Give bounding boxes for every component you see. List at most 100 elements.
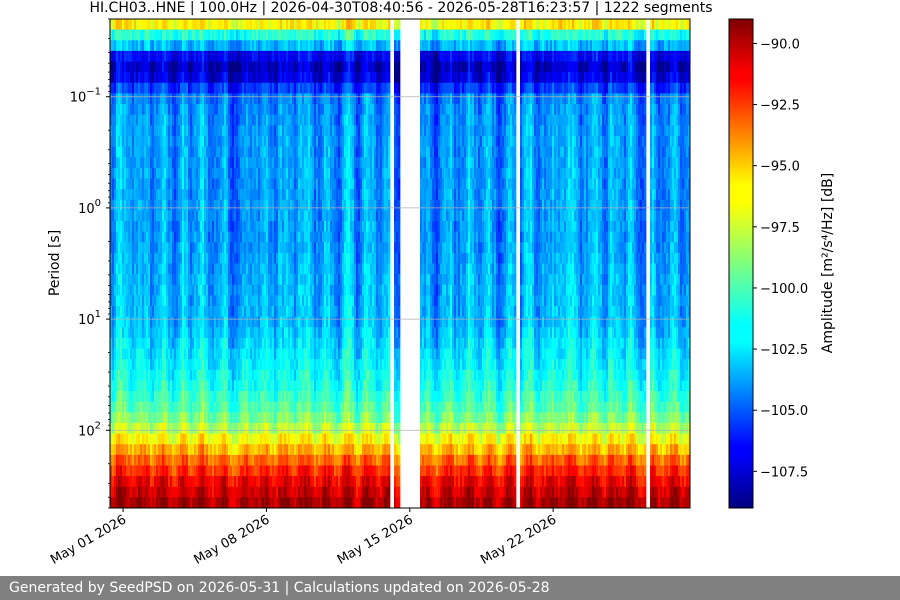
heatmap-cell xyxy=(200,391,203,403)
heatmap-cell xyxy=(232,50,235,62)
heatmap-cell xyxy=(184,135,187,147)
heatmap-cell xyxy=(260,50,263,62)
heatmap-cell xyxy=(150,61,153,73)
heatmap-cell xyxy=(218,252,221,264)
heatmap-cell xyxy=(244,135,247,147)
heatmap-cell xyxy=(272,114,275,126)
heatmap-cell xyxy=(318,252,321,264)
heatmap-cell xyxy=(306,359,309,371)
heatmap-cell xyxy=(312,465,315,477)
heatmap-cell xyxy=(206,178,209,190)
heatmap-cell xyxy=(240,220,243,232)
heatmap-cell xyxy=(130,199,133,211)
heatmap-cell xyxy=(286,337,289,349)
heatmap-cell xyxy=(248,284,251,296)
heatmap-cell xyxy=(320,93,323,105)
heatmap-cell xyxy=(132,465,135,477)
heatmap-cell xyxy=(160,401,163,413)
heatmap-cell xyxy=(168,295,171,307)
heatmap-cell xyxy=(298,72,301,84)
heatmap-cell xyxy=(190,189,193,201)
heatmap-cell xyxy=(272,306,275,317)
heatmap-cell xyxy=(294,433,297,445)
heatmap-cell xyxy=(118,369,121,381)
heatmap-cell xyxy=(110,412,113,424)
heatmap-cell xyxy=(218,369,221,381)
heatmap-cell xyxy=(114,189,117,201)
heatmap-cell xyxy=(248,316,251,328)
heatmap-cell xyxy=(122,146,125,158)
heatmap-cell xyxy=(148,93,151,105)
heatmap-cell xyxy=(156,444,159,456)
heatmap-cell xyxy=(112,61,115,73)
heatmap-cell xyxy=(302,61,305,73)
heatmap-cell xyxy=(266,252,269,264)
heatmap-cell xyxy=(118,93,121,105)
heatmap-cell xyxy=(198,476,201,488)
heatmap-cell xyxy=(200,231,203,243)
heatmap-cell xyxy=(176,412,179,424)
heatmap-cell xyxy=(218,348,221,360)
heatmap-cell xyxy=(262,242,265,254)
heatmap-cell xyxy=(286,295,289,307)
heatmap-cell xyxy=(234,189,237,201)
heatmap-cell xyxy=(308,284,311,296)
heatmap-cell xyxy=(202,284,205,296)
heatmap-cell xyxy=(128,104,131,116)
heatmap-cell xyxy=(234,93,237,105)
heatmap-cell xyxy=(322,337,325,349)
heatmap-cell xyxy=(250,284,253,296)
heatmap-cell xyxy=(124,189,127,201)
heatmap-cell xyxy=(112,295,115,307)
heatmap-cell xyxy=(298,274,301,286)
heatmap-cell xyxy=(156,61,159,73)
heatmap-cell xyxy=(128,210,131,222)
heatmap-cell xyxy=(300,401,303,413)
heatmap-cell xyxy=(114,263,117,275)
heatmap-cell xyxy=(140,125,143,137)
heatmap-cell xyxy=(262,220,265,232)
heatmap-cell xyxy=(304,146,307,158)
heatmap-cell xyxy=(212,412,215,424)
heatmap-cell xyxy=(198,295,201,307)
heatmap-cell xyxy=(270,231,273,243)
heatmap-cell xyxy=(120,391,123,403)
heatmap-cell xyxy=(246,454,249,466)
heatmap-cell xyxy=(194,210,197,222)
heatmap-cell xyxy=(188,327,191,339)
heatmap-cell xyxy=(226,380,229,392)
heatmap-cell xyxy=(322,359,325,371)
heatmap-cell xyxy=(308,114,311,126)
heatmap-cell xyxy=(228,50,231,62)
heatmap-cell xyxy=(132,391,135,403)
heatmap-cell xyxy=(216,93,219,105)
heatmap-cell xyxy=(218,454,221,466)
heatmap-cell xyxy=(120,210,123,222)
heatmap-cell xyxy=(168,316,171,328)
heatmap-cell xyxy=(260,210,263,222)
heatmap-cell xyxy=(178,220,181,232)
heatmap-cell xyxy=(240,327,243,339)
heatmap-cell xyxy=(130,50,133,62)
heatmap-cell xyxy=(282,210,285,222)
heatmap-cell xyxy=(310,199,313,211)
heatmap-cell xyxy=(210,210,213,222)
heatmap-cell xyxy=(246,157,249,169)
heatmap-cell xyxy=(292,220,295,232)
heatmap-cell xyxy=(212,72,215,84)
heatmap-cell xyxy=(252,422,255,434)
heatmap-cell xyxy=(202,125,205,137)
heatmap-cell xyxy=(286,433,289,445)
heatmap-cell xyxy=(138,210,141,222)
heatmap-cell xyxy=(180,135,183,147)
heatmap-cell xyxy=(292,465,295,477)
heatmap-cell xyxy=(120,369,123,381)
heatmap-cell xyxy=(194,391,197,403)
heatmap-cell xyxy=(288,189,291,201)
heatmap-cell xyxy=(172,135,175,147)
heatmap-cell xyxy=(278,327,281,339)
heatmap-cell xyxy=(118,444,121,456)
heatmap-cell xyxy=(324,93,327,105)
heatmap-cell xyxy=(242,157,245,169)
heatmap-cell xyxy=(270,327,273,339)
